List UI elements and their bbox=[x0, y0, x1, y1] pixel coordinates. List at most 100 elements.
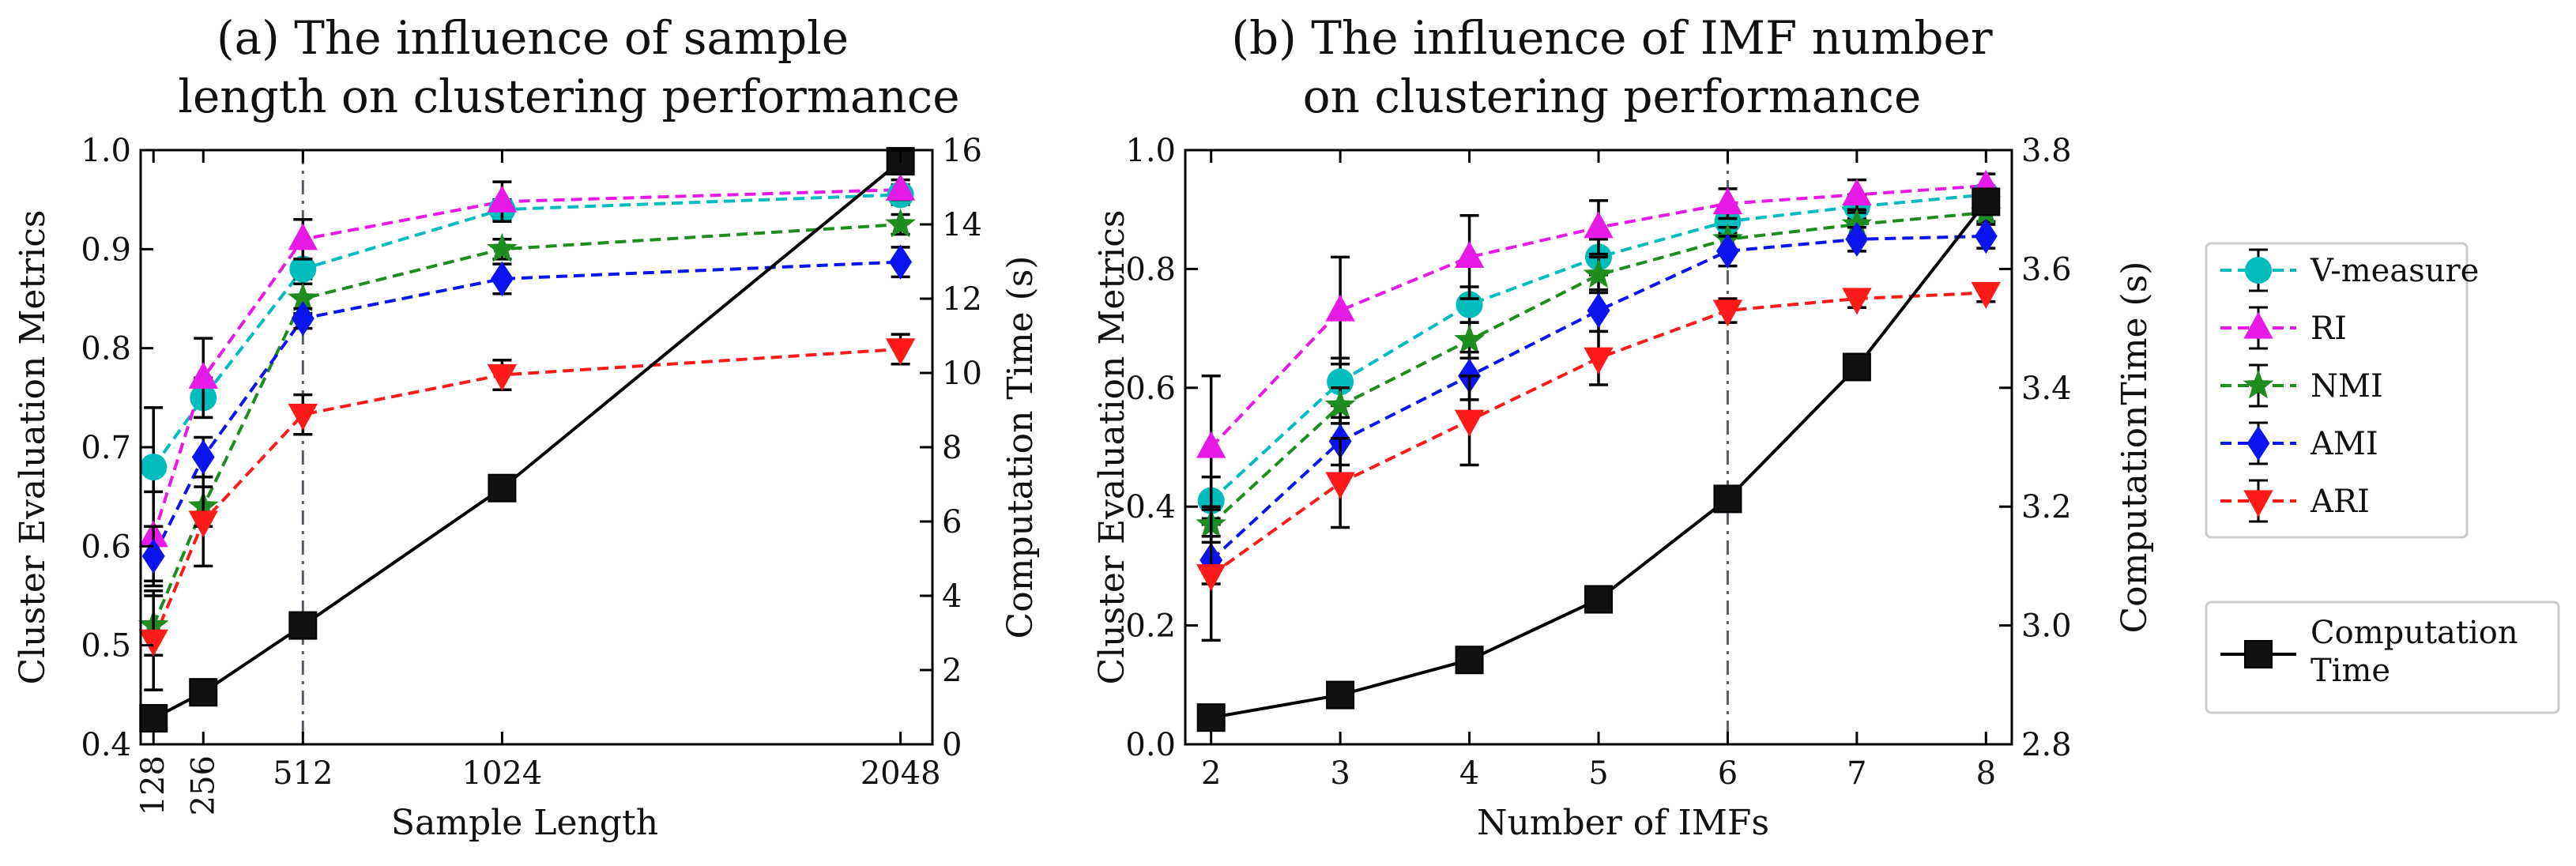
chart-a-ytick-label: 0.4 bbox=[81, 727, 131, 763]
chart-b-point-ari bbox=[1584, 347, 1614, 375]
chart-a-xtick-label: 1024 bbox=[462, 755, 543, 792]
chart-a-ticks: 0.4 0.5 0.6 0.7 0.8 0.9 1.0 0 2 4 6 8 10 12 14 16 128 256… bbox=[81, 133, 982, 815]
chart-a-point-ari bbox=[487, 363, 518, 391]
chart-b-point-ari bbox=[1712, 299, 1743, 327]
legend-marker-nmi bbox=[2243, 369, 2274, 399]
chart-a-point-v-measure bbox=[289, 255, 317, 283]
chart-b-point-ari bbox=[1196, 564, 1226, 592]
legend-label-ri: RI bbox=[2310, 311, 2347, 347]
chart-b-y2tick-label: 3.0 bbox=[2021, 608, 2072, 645]
chart-a-y2tick-label: 16 bbox=[942, 133, 982, 169]
chart-b-point-ri bbox=[1325, 294, 1355, 322]
chart-b-title-line-1: (b) The influence of IMF number bbox=[1231, 11, 1992, 65]
chart-b-y2tick-label: 2.8 bbox=[2021, 727, 2072, 763]
chart-a-title-line-1: (a) The influence of sample bbox=[217, 11, 849, 65]
chart-b-point-ami bbox=[1587, 292, 1610, 329]
chart-b-ytick-label: 1.0 bbox=[1125, 133, 1176, 169]
chart-a-y2tick-label: 4 bbox=[942, 578, 962, 615]
chart-b-point-computation-time bbox=[1713, 484, 1742, 514]
chart-b-ytick-label: 0.4 bbox=[1125, 489, 1176, 525]
legend-marker-ami bbox=[2246, 425, 2270, 461]
chart-a-point-ari bbox=[288, 404, 318, 431]
chart-a-ytick-label: 0.9 bbox=[81, 232, 131, 268]
legend: V-measure RI NMI AMI ARI ComputationTime bbox=[2205, 242, 2560, 714]
chart-b-ticks: 0.0 0.2 0.4 0.6 0.8 1.0 2.8 3.0 3.2 3.4 3.6 3.8 2 3 4 5… bbox=[1125, 133, 2071, 792]
chart-b-xtick-label: 8 bbox=[1976, 755, 1996, 792]
chart-b-ytick-label: 0.8 bbox=[1125, 251, 1176, 288]
chart-a-y2tick-label: 12 bbox=[942, 281, 982, 318]
chart-b-point-ri bbox=[1454, 241, 1485, 268]
chart-b-point-computation-time bbox=[1842, 352, 1871, 382]
legend-marker-computation-time bbox=[2244, 640, 2273, 668]
chart-a-sample-length: (a) The influence of sample length on cl… bbox=[13, 11, 1041, 843]
chart-a-ytick-label: 0.6 bbox=[81, 529, 131, 565]
chart-a-line-ami bbox=[152, 260, 901, 557]
chart-b-point-computation-time bbox=[1326, 680, 1355, 710]
chart-a-point-computation-time bbox=[288, 611, 318, 640]
chart-a-ytick-label: 0.5 bbox=[81, 628, 131, 665]
chart-a-ytick-label: 0.8 bbox=[81, 331, 131, 367]
chart-b-y2-axis-label: ComputationTime (s) bbox=[2115, 262, 2155, 634]
chart-b-y2tick-label: 3.6 bbox=[2021, 251, 2072, 288]
chart-a-point-nmi bbox=[487, 232, 518, 262]
chart-b-xtick-label: 7 bbox=[1847, 755, 1866, 792]
chart-b-point-nmi bbox=[1583, 258, 1614, 288]
legend-metrics-entries: V-measure RI NMI AMI ARI bbox=[2220, 248, 2479, 523]
chart-b-y2tick-label: 3.4 bbox=[2021, 371, 2072, 407]
chart-a-y2tick-label: 8 bbox=[942, 430, 962, 466]
chart-b-xtick-label: 4 bbox=[1459, 755, 1479, 792]
chart-b-point-ami bbox=[1716, 233, 1739, 269]
chart-b-point-computation-time bbox=[1584, 585, 1613, 614]
legend-time-box bbox=[2205, 601, 2560, 714]
chart-a-point-ami bbox=[889, 244, 913, 280]
chart-b-xtick-label: 6 bbox=[1718, 755, 1738, 792]
chart-a-xtick-label: 512 bbox=[273, 755, 333, 792]
chart-a-point-ri bbox=[487, 185, 518, 213]
chart-a-line-computation-time bbox=[153, 160, 902, 720]
chart-b-xtick-label: 5 bbox=[1588, 755, 1608, 792]
chart-b-point-ami bbox=[1974, 218, 1998, 254]
chart-b-ytick-label: 0.6 bbox=[1125, 371, 1176, 407]
chart-a-point-ri bbox=[188, 361, 218, 389]
chart-b-point-ari bbox=[1325, 472, 1355, 499]
chart-a-point-computation-time bbox=[189, 678, 218, 707]
chart-a-xtick-label: 2048 bbox=[861, 755, 941, 792]
chart-a-ytick-label: 0.7 bbox=[81, 430, 131, 466]
legend-time-entry: ComputationTime bbox=[2220, 615, 2518, 689]
chart-b-title-line-2: on clustering performance bbox=[1303, 70, 1922, 123]
chart-b-y-axis-label: Cluster Evaluation Metrics bbox=[1092, 210, 1132, 685]
chart-b-point-ari bbox=[1971, 281, 2001, 309]
chart-a-point-ri bbox=[288, 223, 318, 250]
legend-marker-ari bbox=[2243, 490, 2273, 518]
chart-b-point-ari bbox=[1454, 409, 1485, 437]
chart-a-line-ri bbox=[152, 188, 901, 537]
chart-a-point-computation-time bbox=[139, 704, 168, 733]
chart-b-point-ami bbox=[1845, 221, 1869, 257]
chart-a-ytick-label: 1.0 bbox=[81, 133, 131, 169]
chart-a-y2tick-label: 0 bbox=[942, 727, 962, 763]
legend-label-computation-time-line-1: Computation bbox=[2310, 615, 2518, 651]
chart-b-xtick-label: 2 bbox=[1201, 755, 1221, 792]
chart-a-line-v-measure bbox=[152, 193, 901, 469]
chart-a-point-ri bbox=[885, 173, 916, 201]
chart-a-y2tick-label: 2 bbox=[942, 653, 962, 689]
chart-a-xtick-label: 128 bbox=[135, 755, 171, 815]
chart-a-y2tick-label: 10 bbox=[942, 356, 982, 392]
chart-b-point-ri bbox=[1196, 431, 1226, 458]
chart-a-y2-axis-label: Computation Time (s) bbox=[1000, 256, 1041, 639]
chart-a-xtick-label: 256 bbox=[185, 755, 221, 815]
legend-label-ari: ARI bbox=[2310, 484, 2370, 520]
legend-marker-v-measure bbox=[2245, 257, 2272, 284]
chart-b-point-computation-time bbox=[1972, 187, 2001, 216]
chart-a-series-markers bbox=[137, 147, 916, 733]
chart-b-imf-number: (b) The influence of IMF number on clust… bbox=[1092, 11, 2155, 843]
chart-a-line-ari bbox=[152, 347, 901, 642]
chart-a-point-computation-time bbox=[488, 473, 517, 503]
chart-a-point-ami bbox=[491, 261, 514, 296]
legend-label-ami: AMI bbox=[2310, 426, 2378, 462]
chart-b-point-ri bbox=[1712, 187, 1743, 215]
chart-a-point-v-measure bbox=[140, 454, 168, 481]
chart-b-point-ri bbox=[1584, 211, 1614, 239]
chart-b-xtick-label: 3 bbox=[1330, 755, 1350, 792]
